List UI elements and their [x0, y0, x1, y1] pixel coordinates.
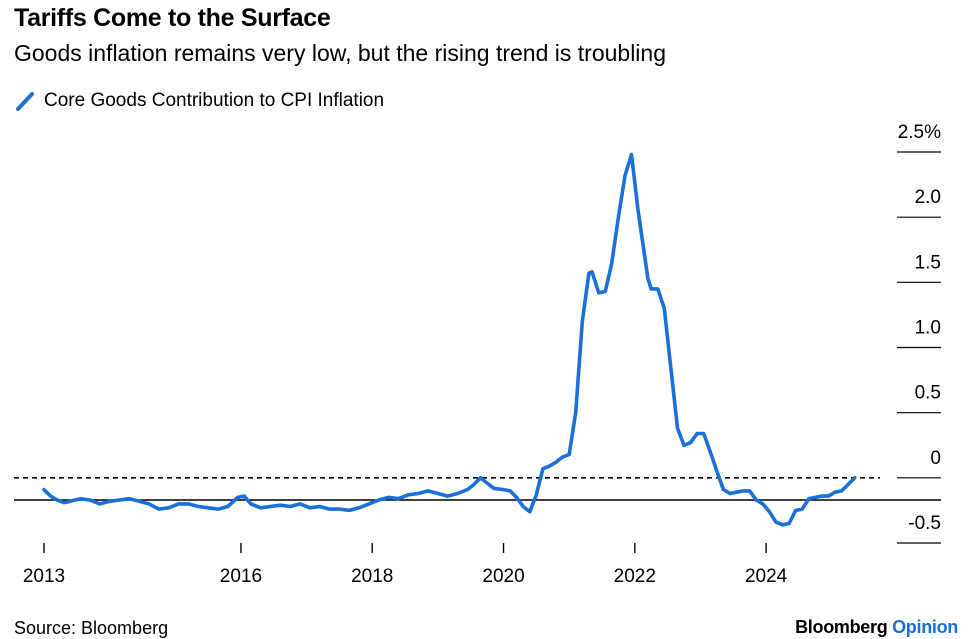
legend-swatch-icon	[16, 92, 34, 111]
y-tick-label: 2.0	[915, 187, 941, 208]
x-tick-label: 2024	[745, 566, 788, 587]
brand-logo: Bloomberg Opinion	[795, 617, 958, 638]
chart-title: Tariffs Come to the Surface	[14, 4, 331, 32]
y-tick-label: 0	[930, 448, 941, 469]
source-note: Source: Bloomberg	[14, 618, 169, 638]
y-tick-label: 1.0	[915, 318, 941, 339]
y-tick-label: 2.5%	[898, 122, 941, 143]
x-tick-label: 2013	[23, 566, 65, 587]
brand-name: Bloomberg	[795, 617, 888, 637]
legend-label: Core Goods Contribution to CPI Inflation	[44, 90, 385, 111]
x-tick-label: 2016	[220, 566, 262, 587]
y-tick-label: 1.5	[915, 252, 941, 273]
series-line	[42, 152, 857, 527]
x-tick-label: 2018	[351, 566, 393, 587]
legend: Core Goods Contribution to CPI Inflation	[14, 90, 384, 112]
y-tick-label: -0.5	[908, 513, 941, 534]
x-tick-label: 2022	[614, 566, 656, 587]
brand-suffix: Opinion	[892, 617, 958, 637]
chart-subtitle: Goods inflation remains very low, but th…	[14, 40, 666, 66]
x-tick-label: 2020	[482, 566, 524, 587]
y-tick-label: 0.5	[915, 383, 941, 404]
